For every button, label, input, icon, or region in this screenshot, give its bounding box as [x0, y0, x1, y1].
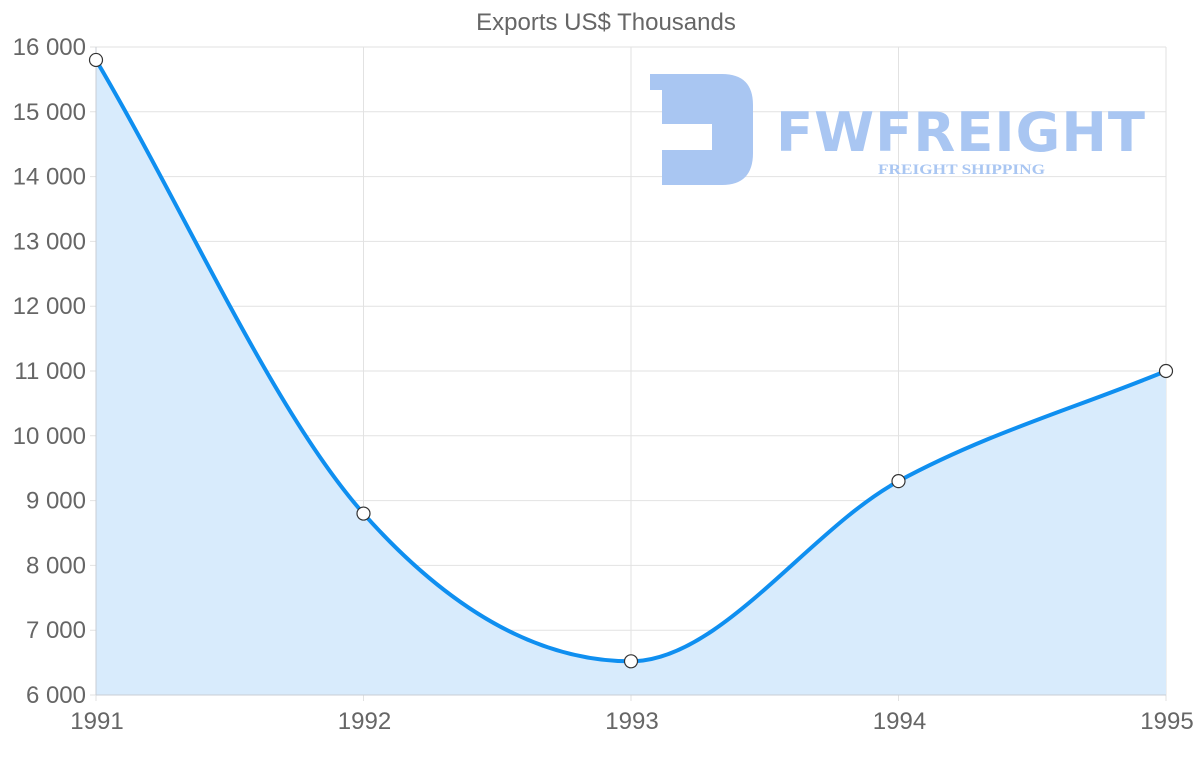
- y-tick-label: 7 000: [26, 617, 86, 644]
- y-tick-label: 12 000: [13, 293, 86, 320]
- data-point-1991[interactable]: [88, 52, 104, 68]
- watermark-brand: FWFREIGHT: [776, 101, 1146, 164]
- x-tick-label: 1991: [70, 708, 123, 735]
- data-point-1994[interactable]: [891, 474, 906, 489]
- y-tick-label: 8 000: [26, 552, 86, 579]
- x-tick-label: 1995: [1140, 708, 1193, 735]
- x-tick-label: 1994: [873, 708, 926, 735]
- watermark-tagline: FREIGHT SHIPPING: [878, 162, 1045, 178]
- axes: [95, 47, 1166, 696]
- data-point-1995[interactable]: [1158, 363, 1174, 379]
- y-tick-label: 10 000: [13, 423, 86, 450]
- y-tick-label: 16 000: [13, 34, 86, 61]
- x-axis-labels: 1991 1992 1993 1994 1995: [70, 708, 1193, 735]
- series-line: [94, 58, 1167, 664]
- data-point-1993[interactable]: [623, 654, 639, 669]
- data-points: [88, 52, 1174, 669]
- y-tick-label: 11 000: [14, 358, 86, 385]
- watermark-logo: FWFREIGHT FREIGHT SHIPPING: [650, 74, 1146, 185]
- data-point-1992[interactable]: [356, 506, 371, 521]
- y-axis-labels: 6 000 7 000 8 000 9 000 10 000 11 000 12 000 13…: [13, 34, 86, 709]
- x-tick-label: 1993: [605, 708, 658, 735]
- y-tick-label: 6 000: [26, 682, 86, 709]
- y-tick-label: 15 000: [13, 99, 86, 126]
- y-tick-label: 13 000: [13, 228, 86, 255]
- y-tick-label: 14 000: [13, 164, 86, 191]
- y-tick-label: 9 000: [26, 488, 86, 515]
- logo-glyph-icon: [650, 74, 753, 185]
- area-fill: [96, 59, 1166, 695]
- x-tick-label: 1992: [338, 708, 391, 735]
- chart-title: Exports US$ Thousands: [476, 9, 736, 36]
